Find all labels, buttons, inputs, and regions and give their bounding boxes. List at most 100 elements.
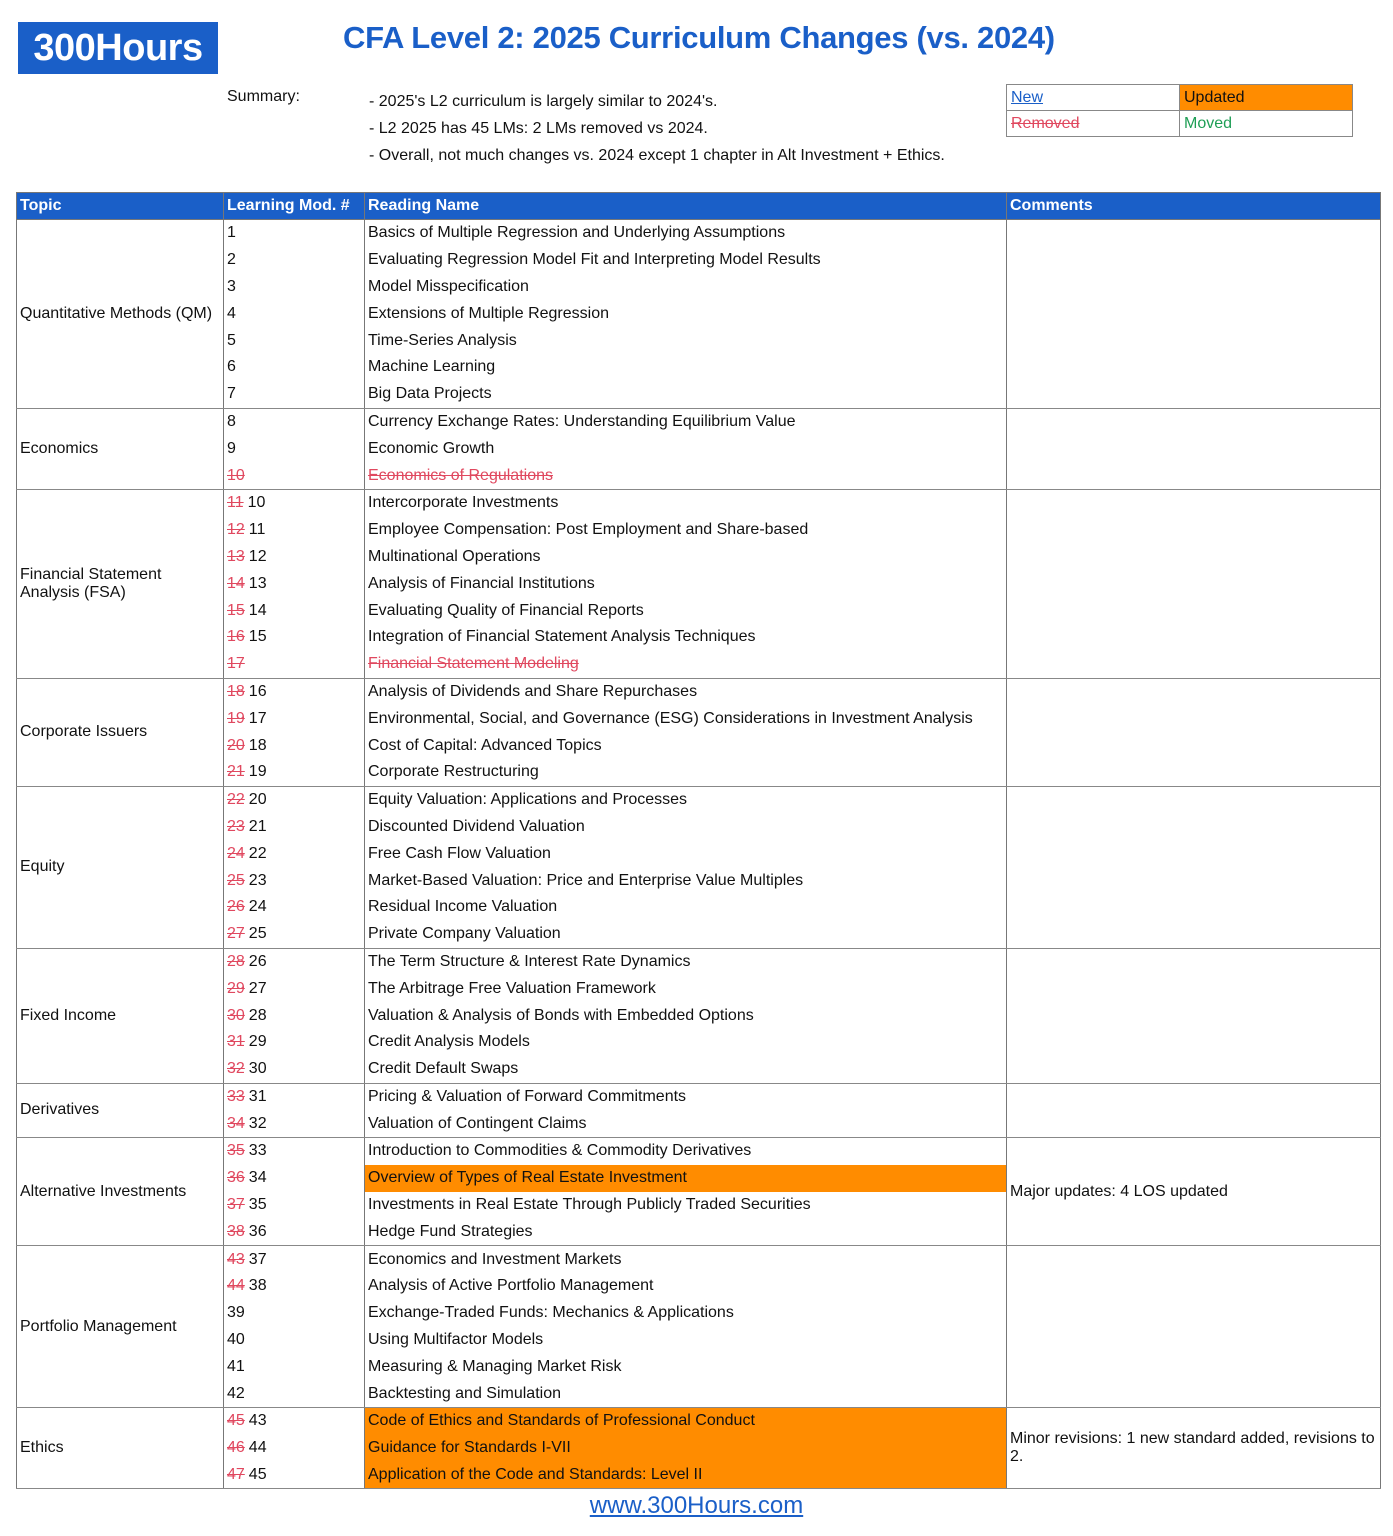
- table-row: Fixed Income 28 26 The Term Structure & Int…: [16, 947, 1381, 1084]
- old-module-number: 43: [227, 1250, 245, 1268]
- table-row: 16 15 Integration of Financial Statement A…: [17, 623, 1381, 651]
- module-number-cell: 26 24: [223, 893, 365, 921]
- table-row: 13 12 Multinational Operations: [17, 543, 1381, 571]
- module-number-cell: 9: [223, 435, 365, 463]
- table-row: 15 14 Evaluating Quality of Financial Repo…: [17, 597, 1381, 624]
- module-number-cell: 47 45: [223, 1461, 365, 1490]
- table-row: 29 27 The Arbitrage Free Valuation Framewo…: [17, 975, 1381, 1003]
- table-row: 40 Using Multifactor Models: [17, 1326, 1381, 1354]
- topic-cell: Portfolio Management: [16, 1245, 224, 1409]
- reading-name-cell: Evaluating Regression Model Fit and Inte…: [364, 246, 1007, 274]
- table-row: 17 Financial Statement Modeling: [17, 650, 1381, 679]
- reading-name-cell: Extensions of Multiple Regression: [364, 300, 1007, 328]
- old-module-number: 22: [227, 791, 245, 809]
- module-number-cell: 33 31: [223, 1082, 365, 1111]
- module-number-cell: 32 30: [223, 1055, 365, 1084]
- summary-label: Summary:: [227, 88, 300, 105]
- module-number-cell: 19 17: [223, 705, 365, 733]
- table-row: Alternative Investments 35 33 Introduction …: [16, 1137, 1381, 1247]
- module-number: 3: [227, 277, 236, 295]
- module-number: 7: [227, 385, 236, 403]
- module-number-cell: 14 13: [223, 570, 365, 598]
- comment-cell: [1006, 407, 1381, 490]
- module-number-cell: 12 11: [223, 516, 365, 544]
- reading-name-cell: The Arbitrage Free Valuation Framework: [364, 975, 1007, 1003]
- table-row: 37 35 Investments in Real Estate Through P…: [17, 1191, 1381, 1219]
- summary-lines: - 2025's L2 curriculum is largely simila…: [369, 88, 945, 169]
- module-number: 45: [248, 1466, 267, 1484]
- website-link[interactable]: www.300Hours.com: [589, 1492, 804, 1519]
- module-number-cell: 20 18: [223, 732, 365, 759]
- module-number: 18: [248, 736, 267, 754]
- table-row: 27 25 Private Company Valuation: [17, 920, 1381, 949]
- module-number-cell: 24 22: [223, 840, 365, 868]
- module-number: 29: [248, 1033, 267, 1051]
- old-module-number: 31: [227, 1033, 245, 1051]
- module-number: 34: [248, 1169, 267, 1187]
- module-number-cell: 34 32: [223, 1110, 365, 1139]
- reading-name-cell: Big Data Projects: [364, 380, 1007, 409]
- table-row: 30 28 Valuation & Analysis of Bonds with E…: [17, 1002, 1381, 1029]
- reading-name-cell: Residual Income Valuation: [364, 893, 1007, 921]
- module-number-cell: 17: [223, 650, 365, 679]
- comment-cell: [1006, 1082, 1381, 1139]
- module-number-cell: 44 38: [223, 1273, 365, 1300]
- table-row: 7 Big Data Projects: [17, 380, 1381, 409]
- old-module-number: 26: [227, 898, 245, 916]
- module-number: 13: [248, 574, 267, 592]
- module-number-cell: 28 26: [223, 947, 365, 976]
- table-row: 38 36 Hedge Fund Strategies: [17, 1218, 1381, 1247]
- topic-cell: Fixed Income: [16, 947, 224, 1084]
- legend-new-label: New: [1011, 88, 1044, 106]
- table-row: 34 32 Valuation of Contingent Claims: [17, 1110, 1381, 1139]
- module-number: 19: [248, 763, 267, 781]
- reading-name-cell: Time-Series Analysis: [364, 327, 1007, 354]
- table-row: 41 Measuring & Managing Market Risk: [17, 1353, 1381, 1381]
- module-number-cell: 39: [223, 1299, 365, 1327]
- module-number: 2: [227, 251, 236, 269]
- header-module-number: Learning Mod. #: [223, 192, 365, 220]
- module-number-cell: 30 28: [223, 1002, 365, 1029]
- table-row: Derivatives 33 31 Pricing & Valuation of Fo…: [16, 1082, 1381, 1139]
- reading-name-cell: Economics and Investment Markets: [364, 1245, 1007, 1274]
- module-number-cell: 29 27: [223, 975, 365, 1003]
- module-number: 17: [248, 709, 267, 727]
- old-module-number: 12: [227, 521, 245, 539]
- table-row: 24 22 Free Cash Flow Valuation: [17, 840, 1381, 868]
- header-reading-name: Reading Name: [364, 192, 1007, 220]
- module-number: 28: [248, 1006, 267, 1024]
- module-number: 30: [248, 1060, 267, 1078]
- table-row: Portfolio Management 43 37 Economics and In…: [16, 1245, 1381, 1409]
- module-number-cell: 5: [223, 327, 365, 354]
- old-module-number: 15: [227, 601, 245, 619]
- module-number-cell: 11 10: [223, 488, 365, 517]
- reading-name-cell: Measuring & Managing Market Risk: [364, 1353, 1007, 1381]
- topic-cell: Ethics: [16, 1407, 224, 1490]
- module-number-cell: 22 20: [223, 785, 365, 814]
- module-number: 27: [248, 979, 267, 997]
- comment-cell: [1006, 947, 1381, 1084]
- table-row: 25 23 Market-Based Valuation: Price and En…: [17, 867, 1381, 894]
- old-module-number: 30: [227, 1006, 245, 1024]
- old-module-number: 13: [227, 547, 245, 565]
- module-number-cell: 31 29: [223, 1028, 365, 1056]
- table-row: Quantitative Methods (QM) 1 Basics of Mult…: [16, 218, 1381, 409]
- module-number: 22: [248, 844, 267, 862]
- module-number-cell: 35 33: [223, 1137, 365, 1165]
- module-number-cell: 27 25: [223, 920, 365, 949]
- table-row: 10 Economics of Regulations: [17, 462, 1381, 490]
- reading-name-cell: Code of Ethics and Standards of Professi…: [364, 1407, 1007, 1435]
- table-row: 19 17 Environmental, Social, and Governanc…: [17, 705, 1381, 733]
- legend-removed-label: Removed: [1011, 114, 1080, 132]
- reading-name-cell: Using Multifactor Models: [364, 1326, 1007, 1354]
- module-number-cell: 1: [223, 218, 365, 247]
- module-number-cell: 42: [223, 1380, 365, 1409]
- reading-name-cell: Introduction to Commodities & Commodity …: [364, 1137, 1007, 1165]
- comment-cell: [1006, 677, 1381, 787]
- module-number: 36: [248, 1222, 267, 1240]
- reading-name-cell: Backtesting and Simulation: [364, 1380, 1007, 1409]
- old-module-number: 45: [227, 1412, 245, 1430]
- table-row: 44 38 Analysis of Active Portfolio Managem…: [17, 1273, 1381, 1300]
- module-number: 40: [227, 1331, 245, 1349]
- topic-cell: Corporate Issuers: [16, 677, 224, 787]
